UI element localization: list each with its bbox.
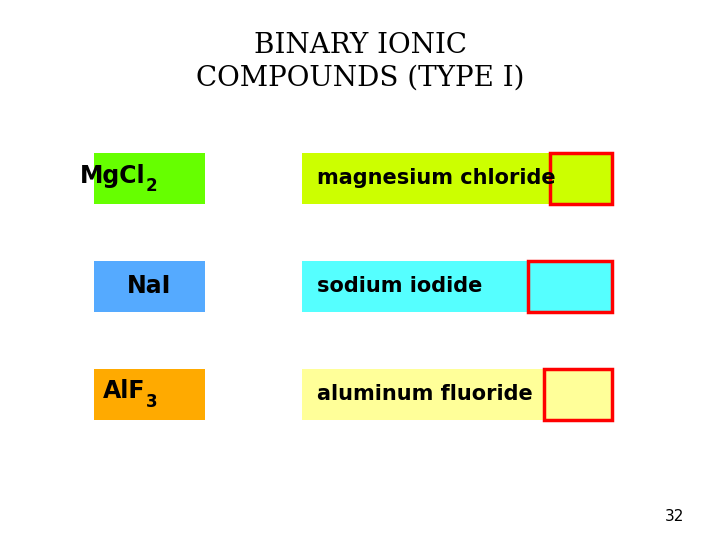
Text: 2: 2	[145, 177, 158, 195]
FancyBboxPatch shape	[302, 152, 612, 204]
Text: 32: 32	[665, 509, 684, 524]
FancyBboxPatch shape	[302, 261, 612, 312]
Text: 3: 3	[145, 393, 158, 411]
Text: NaI: NaI	[127, 274, 171, 298]
Text: COMPOUNDS (TYPE I): COMPOUNDS (TYPE I)	[196, 65, 524, 92]
FancyBboxPatch shape	[94, 152, 205, 204]
Text: magnesium chloride: magnesium chloride	[317, 168, 555, 188]
Text: sodium iodide: sodium iodide	[317, 276, 482, 296]
Text: AlF: AlF	[103, 380, 145, 403]
Text: BINARY IONIC: BINARY IONIC	[253, 32, 467, 59]
Text: aluminum fluoride: aluminum fluoride	[317, 384, 533, 404]
Text: MgCl: MgCl	[80, 164, 145, 187]
FancyBboxPatch shape	[94, 368, 205, 420]
FancyBboxPatch shape	[302, 368, 612, 420]
FancyBboxPatch shape	[94, 261, 205, 312]
